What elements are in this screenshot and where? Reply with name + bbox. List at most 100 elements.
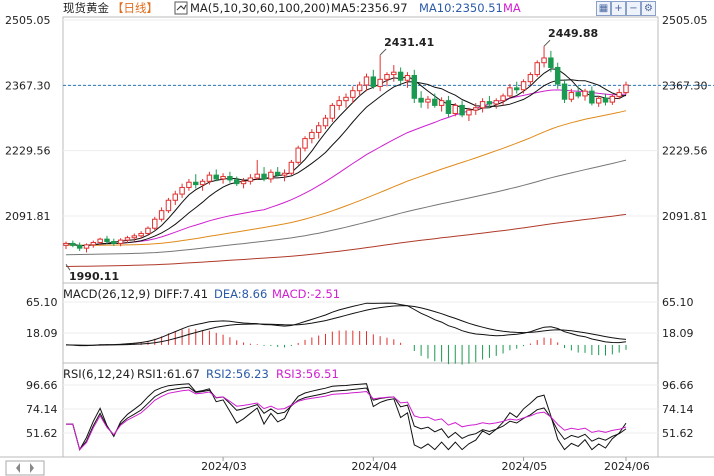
candle-body — [186, 181, 192, 188]
candle-body — [356, 84, 363, 92]
rsi2-value: RSI2:56.23 — [206, 367, 269, 381]
candle-body — [83, 244, 90, 249]
candle-body — [145, 227, 151, 234]
price-panel-frame — [62, 16, 659, 284]
x-axis-tick-label: 2024/04 — [351, 460, 397, 473]
candle-body — [527, 74, 534, 83]
period-label[interactable]: 【日线】 — [112, 1, 158, 15]
candle-body — [158, 210, 165, 220]
ma30-line — [65, 89, 627, 247]
candle-body — [315, 125, 322, 133]
rsi3-line — [66, 389, 627, 451]
macd-diff-value: DIFF:7.41 — [154, 287, 208, 301]
candle-body — [281, 172, 288, 176]
candle-body — [111, 241, 117, 244]
settings-icon[interactable]: ⚙ — [641, 1, 656, 16]
candle-body — [377, 78, 383, 87]
candle-body — [213, 174, 219, 180]
price-y-tick-left: 2367.30 — [5, 79, 51, 92]
candle-body — [220, 176, 226, 180]
candle-body — [152, 218, 158, 229]
candle-body — [589, 90, 595, 104]
ma100-line — [65, 159, 627, 256]
candle-body — [473, 107, 479, 111]
grid-icon[interactable]: ▦ — [596, 1, 611, 16]
candle-body — [397, 71, 404, 81]
candle-body — [343, 96, 349, 102]
macd-y-tick-left: 65.10 — [26, 296, 58, 309]
macd-title: MACD(26,12,9) — [63, 287, 150, 301]
candle-body — [432, 98, 438, 106]
candle-body — [370, 76, 377, 87]
candle-body — [104, 238, 110, 243]
price-y-tick-right: 2367.30 — [662, 79, 708, 92]
candle-body — [302, 138, 308, 149]
candle-body — [138, 232, 144, 237]
candle-body — [76, 244, 83, 249]
rsi-series — [66, 383, 627, 451]
ma10-line — [65, 79, 627, 247]
macd-panel-frame — [62, 282, 659, 364]
rsi1-line — [66, 383, 627, 451]
scroll-tab[interactable] — [5, 460, 45, 476]
candle-body — [438, 100, 445, 106]
macd-macd-value: MACD:-2.51 — [272, 287, 340, 301]
zoom-in-icon[interactable]: + — [611, 1, 626, 16]
candle-body — [466, 109, 472, 116]
candle-body — [411, 75, 418, 99]
zoom-out-icon[interactable]: − — [626, 1, 641, 16]
candle-body — [322, 117, 329, 127]
high-annotation: 2449.88 — [548, 27, 598, 40]
candle-body — [63, 242, 69, 246]
candle-body — [534, 62, 540, 76]
price-y-tick-right: 2505.05 — [662, 14, 708, 27]
ma5-line — [65, 68, 627, 247]
candle-body — [240, 180, 247, 185]
rsi2-line — [66, 386, 627, 451]
candle-body — [350, 90, 356, 98]
rsi-title: RSI(6,12,24) — [63, 367, 135, 381]
candle-body — [452, 104, 458, 114]
candle-body — [561, 83, 568, 100]
candle-body — [404, 75, 411, 81]
candle-body — [554, 66, 561, 85]
macd-dea-line — [65, 305, 627, 346]
candle-body — [582, 90, 588, 97]
ma-params-label: MA(5,10,30,60,100,200) — [190, 1, 330, 15]
candle-body — [418, 97, 424, 103]
rsi-y-tick-right: 96.66 — [662, 379, 694, 392]
ma-line-icon — [176, 4, 187, 11]
candle-body — [117, 239, 124, 244]
candle-body — [384, 74, 390, 80]
candle-body — [309, 131, 315, 140]
candle-body — [227, 176, 233, 181]
candle-body — [247, 177, 254, 182]
high-annotation: 2431.41 — [384, 36, 434, 49]
candle-body — [623, 84, 629, 94]
moving-average-lines — [65, 68, 627, 267]
rsi3-value: RSI3:56.51 — [276, 367, 339, 381]
candle-body — [445, 100, 452, 114]
scroll-right-icon[interactable] — [30, 463, 34, 473]
candle-body — [254, 173, 260, 179]
price-y-tick-right: 2229.56 — [662, 145, 708, 158]
scroll-left-icon[interactable] — [16, 463, 20, 473]
candle-body — [609, 95, 616, 103]
candle-body — [193, 181, 199, 186]
ma60-line — [66, 110, 627, 246]
candle-body — [479, 101, 486, 109]
candle-body — [206, 174, 213, 182]
candle-body — [90, 241, 97, 246]
ma-checkbox-icon[interactable] — [174, 1, 188, 15]
price-annotations: 2431.41 2449.88 1990.11 — [65, 27, 598, 283]
candle-body — [500, 95, 506, 102]
macd-dea-value: DEA:8.66 — [214, 287, 267, 301]
macd-y-tick-right: 65.10 — [662, 296, 694, 309]
candle-body — [575, 92, 581, 97]
rsi-y-tick-right: 74.14 — [662, 403, 694, 416]
macd-series — [65, 302, 627, 365]
price-y-tick-left: 2091.81 — [5, 210, 51, 223]
candle-body — [514, 87, 520, 91]
candle-body — [165, 199, 172, 212]
candle-body — [234, 179, 240, 185]
